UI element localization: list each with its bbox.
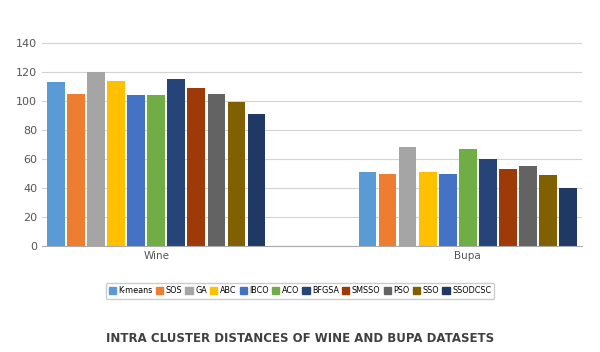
Bar xyxy=(107,81,125,246)
Bar xyxy=(399,147,416,246)
Bar xyxy=(227,102,245,246)
Bar xyxy=(439,174,457,246)
Text: INTRA CLUSTER DISTANCES OF WINE AND BUPA DATASETS: INTRA CLUSTER DISTANCES OF WINE AND BUPA… xyxy=(106,332,494,345)
Bar xyxy=(187,88,205,246)
Bar xyxy=(127,95,145,246)
Bar xyxy=(87,72,105,246)
Bar xyxy=(47,82,65,246)
Legend: K-means, SOS, GA, ABC, IBCO, ACO, BFGSA, SMSSO, PSO, SSO, SSODCSC: K-means, SOS, GA, ABC, IBCO, ACO, BFGSA,… xyxy=(106,283,494,299)
Bar xyxy=(67,94,85,246)
Bar xyxy=(248,114,265,246)
Bar xyxy=(208,94,225,246)
Bar xyxy=(479,159,497,246)
Bar xyxy=(167,79,185,246)
Bar xyxy=(499,169,517,246)
Bar xyxy=(559,188,577,246)
Bar xyxy=(539,175,557,246)
Bar xyxy=(148,95,165,246)
Bar xyxy=(379,174,397,246)
Bar xyxy=(459,149,476,246)
Bar xyxy=(419,172,437,246)
Bar xyxy=(359,172,376,246)
Bar xyxy=(519,166,537,246)
